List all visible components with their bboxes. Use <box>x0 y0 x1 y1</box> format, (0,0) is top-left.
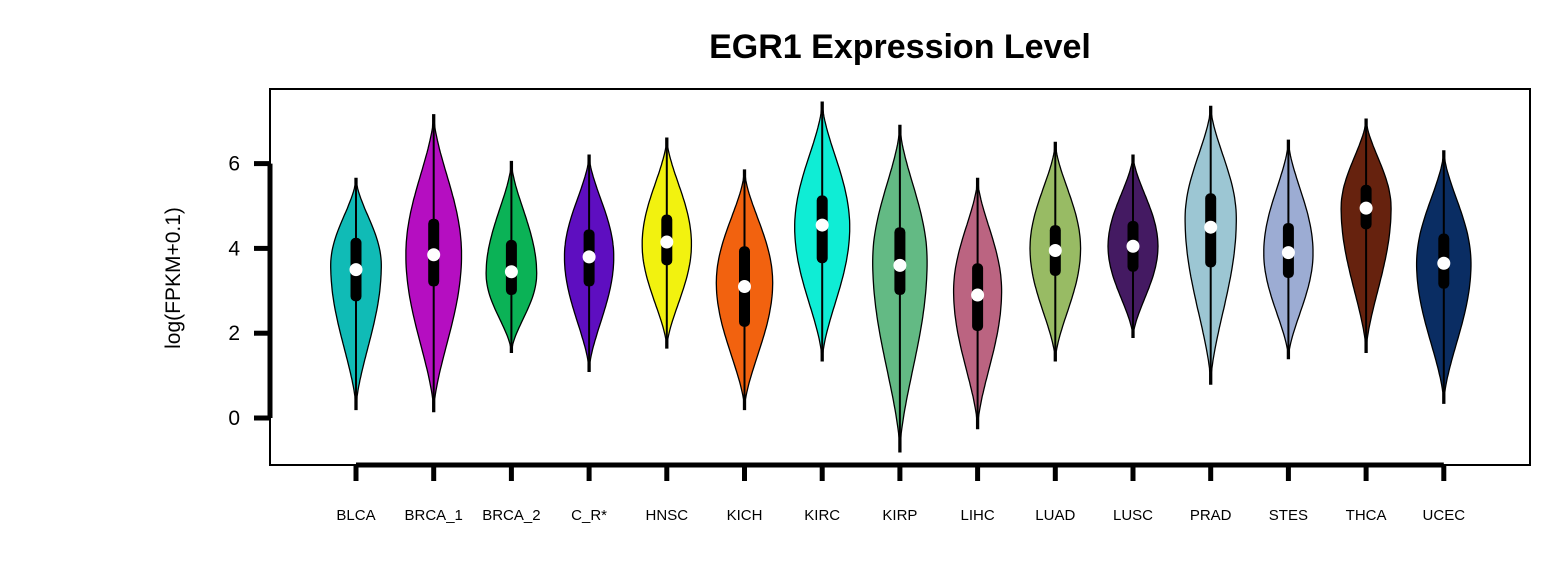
x-tick-label: HNSC <box>646 507 689 524</box>
violin-blca <box>330 177 382 411</box>
violin-lihc <box>952 177 1003 430</box>
violin-lusc <box>1107 154 1159 339</box>
violin-median-dot <box>971 288 985 302</box>
x-tick-label: STES <box>1269 507 1308 524</box>
violin-kirc <box>794 101 851 362</box>
violin-median-dot <box>1048 244 1062 258</box>
violin-median-dot <box>1126 239 1140 253</box>
violin-median-dot <box>893 258 907 272</box>
violin-median-dot <box>349 263 363 277</box>
x-tick-label: BRCA_2 <box>482 507 540 524</box>
y-tick-label: 4 <box>228 237 240 260</box>
x-tick-label: PRAD <box>1190 507 1232 524</box>
violin-kich <box>715 169 774 411</box>
x-tick-label: UCEC <box>1423 507 1466 524</box>
violin-ucec <box>1415 150 1472 404</box>
violin-brca-1 <box>405 114 463 413</box>
y-axis: 0 2 4 6 <box>228 153 273 430</box>
chart-title: EGR1 Expression Level <box>709 28 1091 66</box>
y-tick-label: 0 <box>228 407 240 430</box>
x-tick-label: C_R* <box>571 507 607 524</box>
violin-median-dot <box>504 265 518 279</box>
violin-brca-2 <box>485 160 538 353</box>
x-tick-label: BLCA <box>336 507 375 524</box>
x-tick-label: BRCA_1 <box>405 507 463 524</box>
violin-median-dot <box>1281 246 1295 260</box>
violin-median-dot <box>660 235 674 249</box>
x-tick-label: LUAD <box>1035 507 1075 524</box>
violin-median-dot <box>1437 256 1451 270</box>
x-tick-label: LIHC <box>961 507 995 524</box>
violin-c-r- <box>563 154 615 373</box>
x-tick-label: LUSC <box>1113 507 1153 524</box>
y-tick-label: 2 <box>228 322 240 345</box>
x-tick-label: KIRC <box>804 507 840 524</box>
violin-thca <box>1340 118 1392 353</box>
violin-prad <box>1184 105 1237 385</box>
violin-median-dot <box>738 280 751 294</box>
violins <box>330 101 1472 453</box>
violin-median-dot <box>1204 220 1218 234</box>
x-tick-label: THCA <box>1346 507 1387 524</box>
violin-median-dot <box>582 250 596 264</box>
y-tick-label: 6 <box>228 153 240 176</box>
violin-hnsc <box>641 137 693 349</box>
violin-median-dot <box>1359 201 1373 215</box>
x-tick-label: KIRP <box>882 507 917 524</box>
violin-median-dot <box>427 248 441 262</box>
y-axis-label: log(FPKM+0.1) <box>162 207 185 349</box>
x-axis: BLCA BRCA_1 BRCA_2 C_R* HNSC KICH KIRC KIRP LIHC… <box>336 462 1466 524</box>
x-tick-label: KICH <box>727 507 763 524</box>
violin-median-dot <box>815 218 829 232</box>
violin-kirp <box>872 124 928 453</box>
violin-stes <box>1263 139 1314 360</box>
violin-luad <box>1029 141 1082 362</box>
